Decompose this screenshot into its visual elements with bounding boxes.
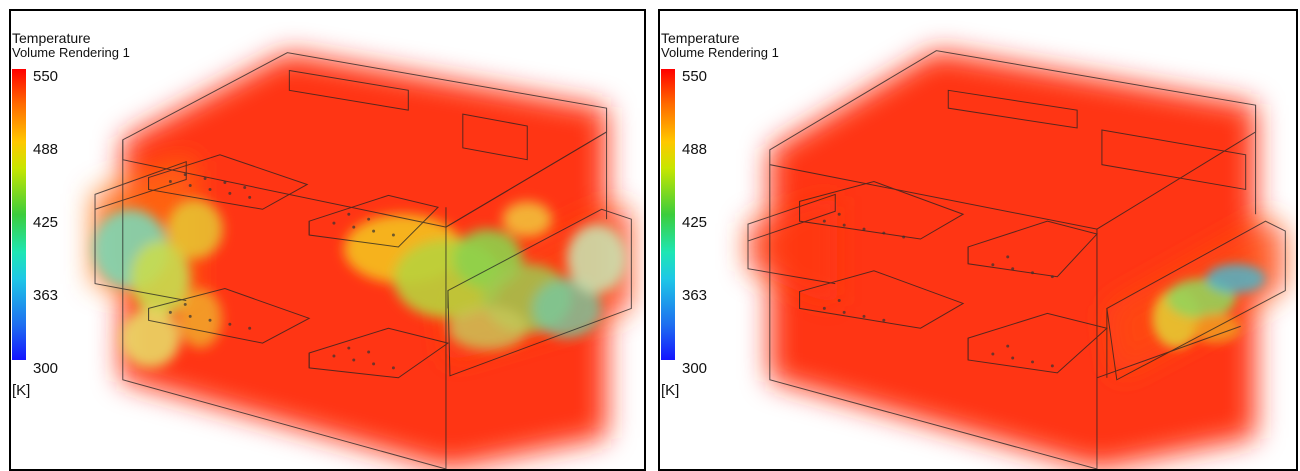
legend-unit: [K] — [661, 382, 680, 399]
legend-tick: 488 — [33, 141, 59, 158]
legend-tick-min: 300 — [33, 360, 59, 377]
legend-title: Temperature — [12, 30, 91, 46]
color-scale-bar — [661, 69, 675, 360]
legend-tick-min: 300 — [682, 360, 708, 377]
legend-subtitle: Volume Rendering 1 — [661, 45, 779, 60]
legend-subtitle: Volume Rendering 1 — [12, 45, 130, 60]
legend-tick: 425 — [33, 214, 59, 231]
legend-unit: [K] — [12, 382, 31, 399]
legend-tick: 363 — [33, 287, 59, 304]
legend-tick: 363 — [682, 287, 708, 304]
legend-tick-max: 550 — [682, 68, 708, 85]
render-panel-left: Temperature Volume Rendering 1 550 488 4… — [9, 9, 646, 471]
color-legend: Temperature Volume Rendering 1 550 488 4… — [11, 11, 251, 411]
legend-tick: 425 — [682, 214, 708, 231]
color-scale-bar — [12, 69, 26, 360]
temperature-volume-rendering-right — [747, 50, 1286, 469]
legend-tick: 488 — [682, 141, 708, 158]
render-panel-right: Temperature Volume Rendering 1 550 488 4… — [658, 9, 1298, 471]
legend-title: Temperature — [661, 30, 740, 46]
legend-tick-max: 550 — [33, 68, 59, 85]
color-legend: Temperature Volume Rendering 1 550 488 4… — [660, 11, 900, 411]
temperature-volume-rendering-left — [93, 52, 632, 469]
